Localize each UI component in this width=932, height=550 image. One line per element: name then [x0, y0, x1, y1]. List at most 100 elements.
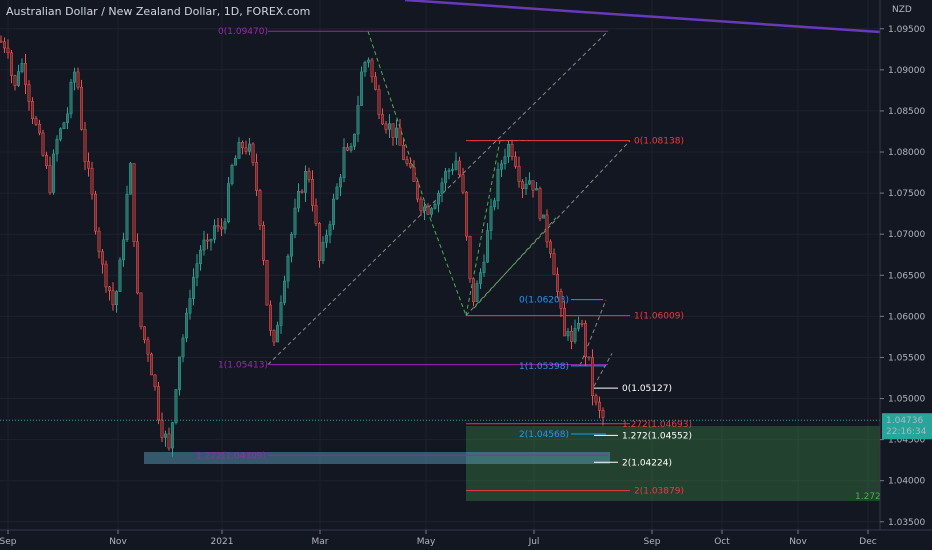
time-tick-label: Sep: [644, 537, 661, 547]
candle-body: [486, 230, 489, 263]
candle-body: [209, 239, 213, 242]
candle-body: [535, 188, 538, 191]
price-tick-label: 1.06000: [888, 312, 925, 322]
candle-body: [97, 230, 101, 252]
candle-body: [276, 325, 279, 343]
candle-body: [482, 261, 486, 273]
candle-body: [83, 129, 87, 162]
countdown-text: 22:16:34: [886, 427, 927, 437]
candle-body: [188, 298, 192, 314]
candle-body: [48, 165, 52, 193]
candle-body: [199, 249, 202, 264]
trend-line[interactable]: [404, 0, 881, 34]
candle-body: [409, 163, 412, 168]
candle-body: [300, 190, 304, 193]
candle-body: [391, 123, 395, 138]
price-tick-label: 1.06500: [888, 271, 925, 281]
candle-body: [206, 239, 209, 242]
candle-body: [122, 239, 125, 261]
candle-body: [563, 307, 566, 337]
candle-body: [251, 143, 255, 163]
fib-level-label: 2(1.03879): [634, 487, 684, 497]
price-tick-label: 1.07500: [888, 189, 925, 199]
candle-body: [346, 147, 349, 151]
candle-body: [416, 181, 419, 200]
candle-body: [360, 71, 363, 106]
fib-helper-line: [593, 353, 613, 387]
fib-level-label: 2(1.04224): [622, 458, 672, 468]
candle-body: [195, 263, 199, 278]
candle-body: [185, 312, 188, 339]
candle-body: [241, 142, 244, 149]
candle-body: [398, 127, 402, 146]
price-tick-label: 1.05000: [888, 395, 925, 405]
candle-body: [321, 242, 325, 261]
fib-helper-line: [579, 299, 607, 366]
candle-body: [405, 159, 409, 164]
time-tick-label: Jul: [528, 537, 540, 547]
candle-body: [248, 143, 251, 152]
candle-body: [111, 290, 115, 306]
candle-body: [500, 163, 503, 170]
price-tick-label: 1.04000: [888, 477, 925, 487]
zone-label: 1.272: [855, 492, 881, 502]
candle-body: [556, 274, 559, 292]
price-axis[interactable]: [880, 0, 932, 530]
fib-helper-line: [473, 217, 557, 309]
candle-body: [167, 433, 171, 449]
candle-body: [367, 59, 370, 63]
candle-body: [45, 155, 48, 166]
candle-body: [531, 180, 535, 191]
candle-body: [55, 138, 59, 155]
candle-body: [384, 123, 388, 130]
candle-body: [314, 205, 318, 224]
candle-body: [237, 142, 241, 159]
candle-body: [216, 225, 220, 228]
candle-body: [363, 62, 367, 73]
chart-title: Australian Dollar / New Zealand Dollar, …: [6, 5, 310, 18]
candle-body: [388, 123, 391, 130]
candle-body: [573, 328, 577, 342]
candle-body: [139, 292, 143, 327]
price-ticks: 1.09500 1.09000 1.08500 1.08000 1.07500 1.070…: [880, 25, 925, 528]
fib-level-label: 1.272(1.04309): [196, 451, 266, 461]
candle-body: [265, 260, 269, 306]
candle-body: [66, 113, 69, 124]
candle-body: [108, 286, 111, 291]
time-tick-label: Oct: [714, 537, 730, 547]
candle-body: [528, 180, 531, 185]
candle-body: [545, 214, 549, 243]
time-tick-label: Sep: [0, 537, 17, 547]
fib-level-label: 1.272(1.04693): [622, 420, 692, 430]
candle-body: [559, 291, 563, 309]
last-price-badge: [882, 413, 932, 440]
candle-body: [444, 171, 447, 184]
price-tick-label: 1.09000: [888, 66, 925, 76]
candle-body: [38, 124, 41, 134]
candle-body: [143, 326, 146, 341]
candle-body: [584, 323, 587, 358]
candle-body: [489, 206, 493, 231]
candle-body: [24, 63, 27, 85]
candle-body: [234, 158, 237, 166]
fib-level-label: 0(1.06203): [519, 296, 569, 306]
candle-body: [549, 241, 552, 254]
candle-body: [465, 191, 468, 237]
candle-body: [381, 114, 384, 125]
candle-body: [220, 226, 223, 230]
price-tick-label: 1.05500: [888, 353, 925, 363]
candle-body: [118, 259, 122, 292]
candle-body: [279, 302, 283, 326]
candle-body: [73, 71, 76, 83]
candle-body: [542, 214, 545, 219]
time-tick-label: Dec: [859, 537, 876, 547]
candle-body: [493, 200, 496, 207]
time-tick-label: May: [417, 537, 436, 547]
time-axis[interactable]: [0, 530, 932, 550]
candle-body: [517, 166, 521, 182]
candle-body: [178, 356, 181, 390]
candle-body: [297, 190, 300, 209]
candle-body: [125, 194, 129, 240]
candle-body: [377, 89, 381, 115]
